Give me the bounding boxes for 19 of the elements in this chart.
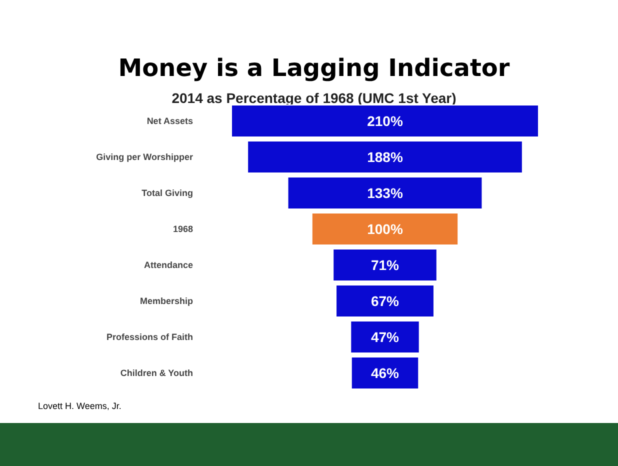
data-label: 210% xyxy=(367,113,404,129)
category-label: Giving per Worshipper xyxy=(96,152,194,162)
category-label: Total Giving xyxy=(142,188,193,198)
data-label: 71% xyxy=(370,257,400,273)
data-label: 188% xyxy=(367,149,404,165)
text: Lovett H. Weems, Jr. xyxy=(38,401,122,411)
data-label: 133% xyxy=(367,185,404,201)
data-label: 100% xyxy=(367,221,404,237)
category-label: Professions of Faith xyxy=(106,332,193,342)
text: 2014 as Percentage of 1968 (UMC 1st Year) xyxy=(172,90,456,106)
data-label: 67% xyxy=(370,293,400,309)
category-label: Net Assets xyxy=(146,116,193,126)
category-label: Attendance xyxy=(144,260,193,270)
category-label: 1968 xyxy=(172,224,193,234)
data-label: 46% xyxy=(370,365,400,381)
category-label: Membership xyxy=(140,296,194,306)
data-label: 47% xyxy=(370,329,400,345)
text: Money is a Lagging Indicator xyxy=(118,54,510,82)
category-label: Children & Youth xyxy=(120,368,193,378)
